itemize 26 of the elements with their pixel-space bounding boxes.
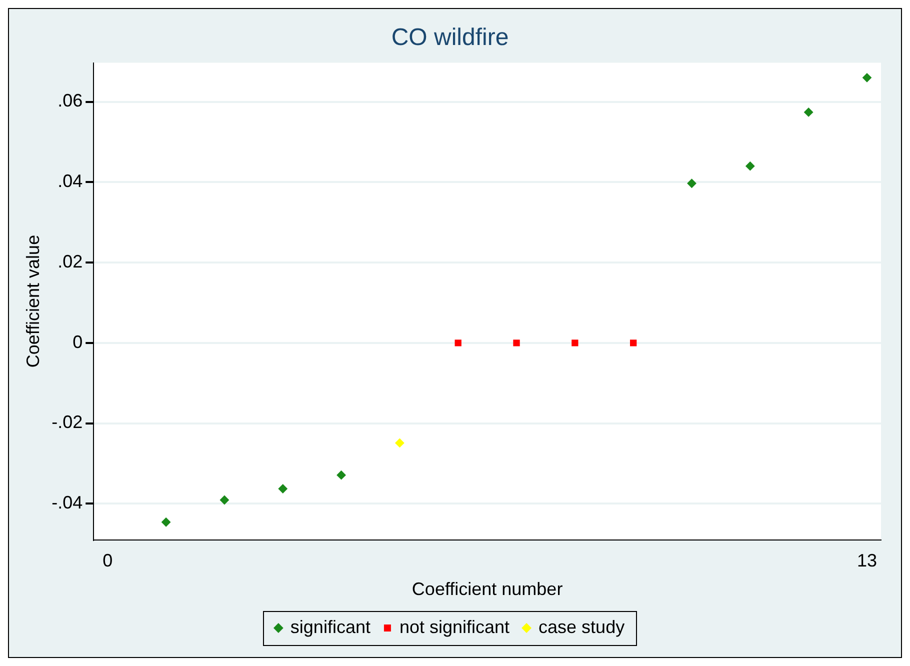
y-axis-title: Coefficient value — [22, 234, 43, 368]
point — [162, 518, 171, 527]
y-tick-label: .02 — [58, 251, 83, 272]
point — [804, 108, 814, 117]
legend-label: significant — [290, 616, 370, 637]
y-tick-label: -.02 — [52, 412, 83, 432]
chart-title: CO wildfire — [391, 24, 509, 52]
point — [278, 484, 288, 494]
y-tick-label: .06 — [58, 90, 83, 111]
point — [336, 470, 346, 480]
point — [862, 73, 872, 82]
point — [454, 340, 462, 346]
x-tick-label: 13 — [856, 550, 877, 571]
point — [630, 340, 637, 346]
point — [746, 162, 755, 171]
point — [220, 496, 229, 505]
y-tick-label: 0 — [72, 332, 83, 352]
point — [395, 438, 404, 448]
point — [513, 340, 520, 346]
point — [687, 178, 696, 188]
x-axis-title: Coefficient number — [412, 579, 563, 600]
y-tick-label: .04 — [58, 171, 83, 192]
legend-label: case study — [538, 616, 625, 637]
legend-label: not significant — [399, 616, 510, 637]
y-tick-label: -.04 — [52, 492, 83, 513]
point — [572, 340, 578, 346]
